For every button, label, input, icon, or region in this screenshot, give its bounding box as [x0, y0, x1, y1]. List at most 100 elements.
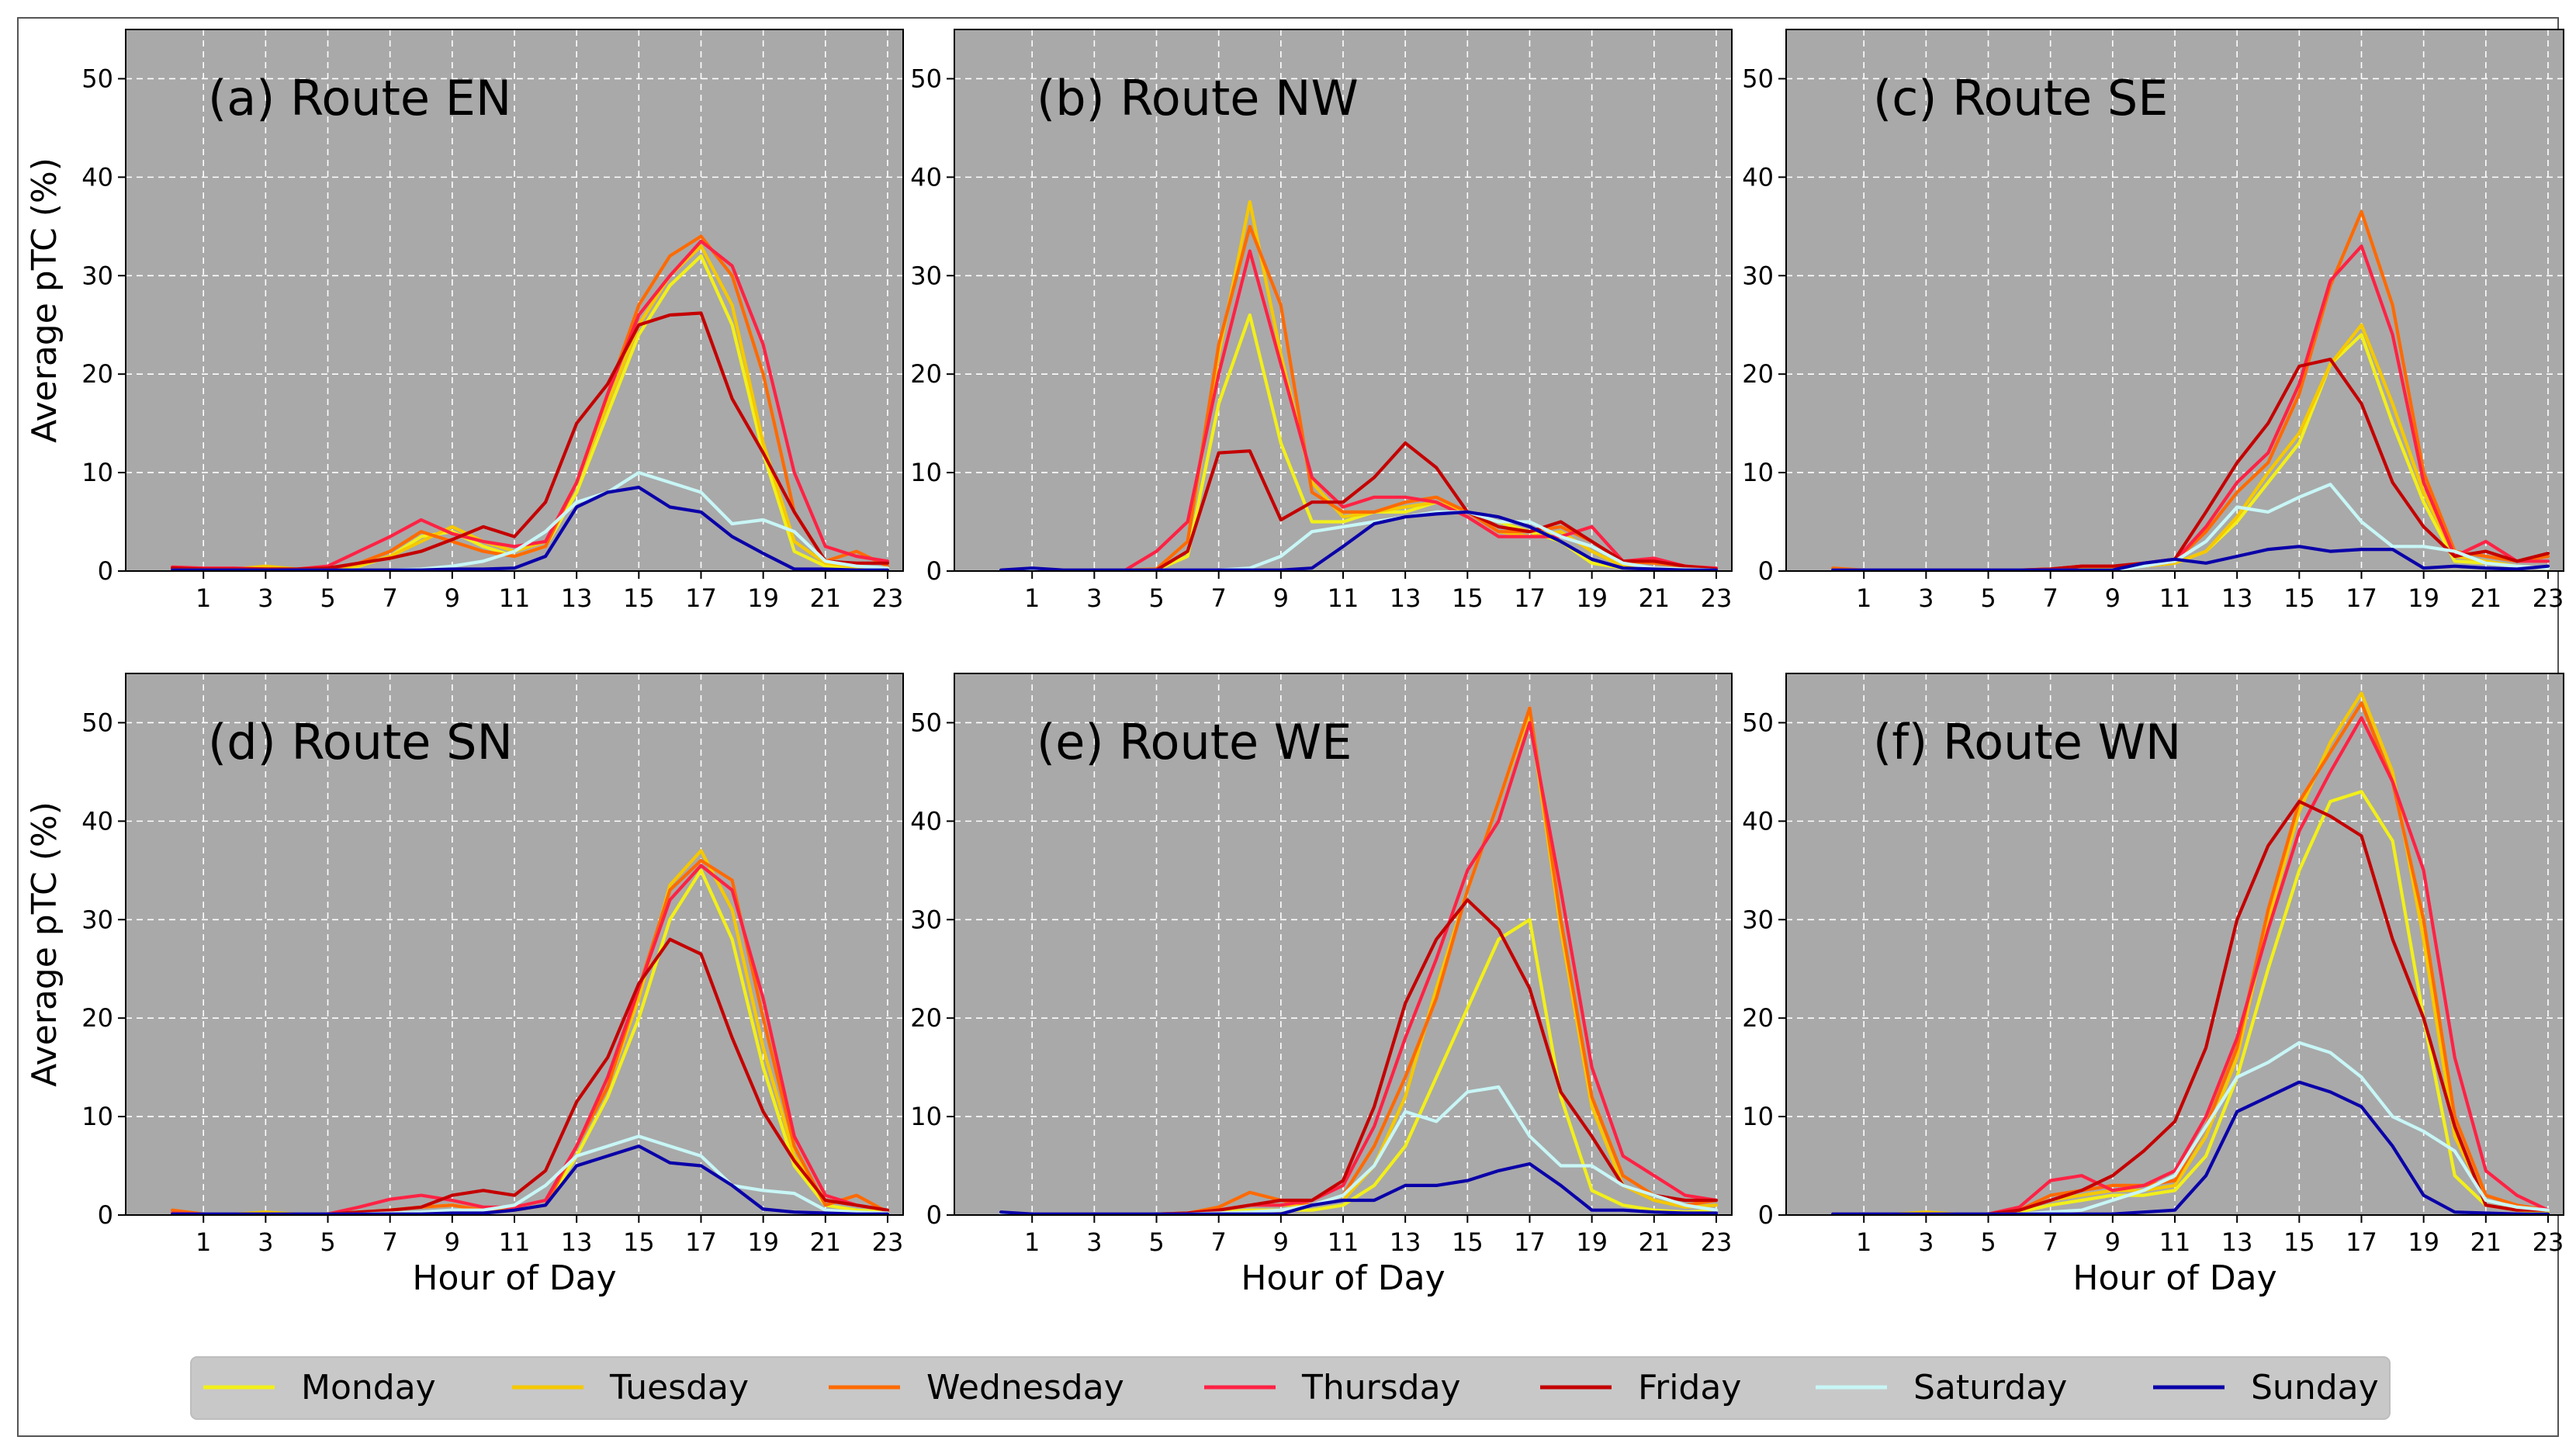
x-tick-label: 23 — [1701, 583, 1733, 613]
x-tick-label: 1 — [1856, 583, 1871, 613]
y-tick-label: 20 — [81, 1003, 113, 1033]
x-tick-label: 7 — [383, 583, 398, 613]
x-tick-label: 5 — [320, 1227, 335, 1257]
x-tick-label: 17 — [685, 1227, 717, 1257]
y-tick-label: 40 — [910, 806, 942, 836]
y-tick-label: 40 — [1742, 162, 1774, 192]
x-tick-label: 21 — [809, 1227, 841, 1257]
y-tick-label: 10 — [910, 1102, 942, 1131]
x-tick-label: 15 — [1452, 1227, 1484, 1257]
y-tick-label: 0 — [1758, 556, 1774, 586]
legend-item-saturday: Saturday — [1816, 1368, 2067, 1407]
x-tick-label: 13 — [1390, 1227, 1421, 1257]
x-axis-label: Hour of Day — [1241, 1258, 1445, 1298]
x-tick-label: 19 — [747, 583, 779, 613]
legend-item-wednesday: Wednesday — [829, 1368, 1124, 1407]
x-tick-label: 7 — [1211, 583, 1227, 613]
x-tick-label: 11 — [1328, 1227, 1359, 1257]
legend-label: Saturday — [1913, 1368, 2067, 1407]
legend-box — [190, 1356, 2391, 1420]
x-tick-label: 23 — [872, 583, 904, 613]
panel-title: (c) Route SE — [1873, 70, 2168, 126]
x-tick-label: 7 — [383, 1227, 398, 1257]
x-tick-label: 5 — [1148, 583, 1164, 613]
x-tick-label: 1 — [196, 1227, 211, 1257]
x-tick-label: 17 — [1514, 583, 1546, 613]
y-tick-label: 20 — [1742, 1003, 1774, 1033]
y-tick-label: 10 — [1742, 1102, 1774, 1131]
x-tick-label: 21 — [809, 583, 841, 613]
y-tick-label: 0 — [1758, 1200, 1774, 1230]
x-tick-label: 13 — [561, 1227, 593, 1257]
x-tick-label: 13 — [561, 583, 593, 613]
x-tick-label: 9 — [1273, 583, 1289, 613]
x-tick-label: 9 — [1273, 1227, 1289, 1257]
x-tick-label: 5 — [320, 583, 335, 613]
legend-label: Monday — [301, 1368, 436, 1407]
y-tick-label: 0 — [98, 1200, 113, 1230]
series-line-sunday — [1831, 545, 2550, 572]
x-tick-label: 21 — [1638, 583, 1670, 613]
x-tick-label: 7 — [1211, 1227, 1227, 1257]
series-line-sunday — [171, 1144, 890, 1216]
y-tick-label: 10 — [910, 458, 942, 487]
x-tick-label: 23 — [2533, 1227, 2564, 1257]
x-tick-label: 3 — [258, 583, 273, 613]
legend-label: Wednesday — [926, 1368, 1124, 1407]
x-tick-label: 17 — [685, 583, 717, 613]
x-tick-label: 1 — [1024, 1227, 1040, 1257]
legend-item-sunday: Sunday — [2153, 1368, 2379, 1407]
legend-label: Thursday — [1301, 1368, 1461, 1407]
y-tick-label: 20 — [910, 1003, 942, 1033]
x-axis-label: Hour of Day — [2072, 1258, 2277, 1298]
y-tick-label: 30 — [910, 261, 942, 290]
x-tick-label: 9 — [445, 583, 460, 613]
y-tick-label: 30 — [81, 905, 113, 934]
x-tick-label: 23 — [1701, 1227, 1733, 1257]
panel-title: (b) Route NW — [1037, 70, 1359, 126]
y-tick-label: 0 — [98, 556, 113, 586]
series-line-sunday — [999, 510, 1719, 572]
x-tick-label: 15 — [2283, 1227, 2315, 1257]
legend: Monday Tuesday Wednesday Thursday Friday Satu… — [190, 1356, 2391, 1420]
x-tick-label: 13 — [2221, 1227, 2253, 1257]
x-tick-label: 9 — [2105, 583, 2121, 613]
x-tick-label: 13 — [2221, 583, 2253, 613]
x-tick-label: 1 — [1856, 1227, 1871, 1257]
y-tick-label: 50 — [910, 708, 942, 737]
y-tick-label: 10 — [81, 1102, 113, 1131]
series-line-sunday — [171, 485, 890, 572]
x-tick-label: 15 — [2283, 583, 2315, 613]
x-tick-label: 1 — [196, 583, 211, 613]
x-tick-label: 17 — [2346, 1227, 2377, 1257]
x-tick-label: 1 — [1024, 583, 1040, 613]
x-tick-label: 23 — [872, 1227, 904, 1257]
x-tick-label: 21 — [2470, 1227, 2502, 1257]
y-tick-label: 0 — [926, 556, 942, 586]
x-tick-label: 11 — [2159, 1227, 2191, 1257]
legend-item-friday: Friday — [1540, 1368, 1741, 1407]
legend-item-thursday: Thursday — [1204, 1368, 1461, 1407]
x-tick-label: 5 — [1980, 583, 1996, 613]
y-tick-label: 50 — [81, 708, 113, 737]
x-tick-label: 19 — [1576, 583, 1608, 613]
x-tick-label: 11 — [2159, 583, 2191, 613]
y-tick-label: 10 — [81, 458, 113, 487]
y-tick-label: 40 — [81, 162, 113, 192]
x-tick-label: 9 — [2105, 1227, 2121, 1257]
x-tick-label: 13 — [1390, 583, 1421, 613]
x-tick-label: 3 — [258, 1227, 273, 1257]
x-tick-label: 21 — [1638, 1227, 1670, 1257]
x-tick-label: 17 — [2346, 583, 2377, 613]
y-tick-label: 30 — [910, 905, 942, 934]
x-tick-label: 11 — [499, 1227, 531, 1257]
x-tick-label: 3 — [1918, 583, 1934, 613]
series-line-sunday — [1831, 1080, 2550, 1216]
y-tick-label: 40 — [1742, 806, 1774, 836]
